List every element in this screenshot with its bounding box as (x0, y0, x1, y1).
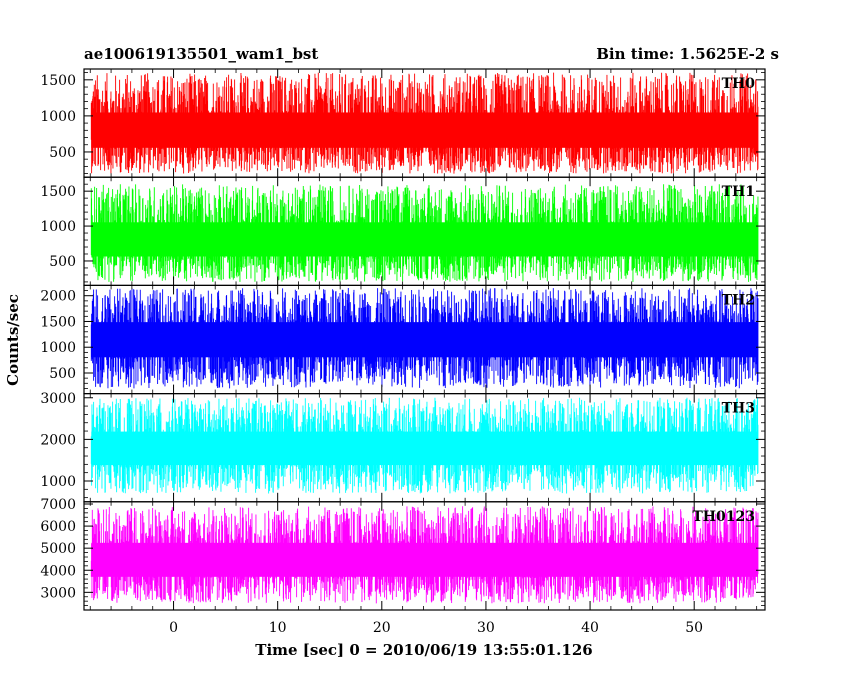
series-label-th0: TH0 (722, 76, 756, 92)
y-tick-label: 1000 (40, 109, 76, 125)
header-right-title: Bin time: 1.5625E-2 s (596, 45, 779, 63)
header-left-title: ae100619135501_wam1_bst (84, 45, 318, 63)
series-label-th2: TH2 (722, 292, 755, 308)
y-tick-label: 1500 (40, 184, 76, 200)
y-axis-label: Counts/sec (4, 294, 22, 386)
y-tick-label: 1000 (40, 340, 76, 356)
y-tick-label: 2000 (40, 289, 76, 305)
y-tick-label: 4000 (40, 563, 76, 579)
x-tick-label: 20 (373, 620, 391, 636)
series-line-th1 (90, 184, 759, 282)
panel-th3: 1000 2000 3000 TH3 (40, 391, 766, 503)
panel-th2: 500 1000 1500 2000 TH2 (40, 284, 766, 395)
panel-th0123: 3000 4000 5000 6000 7000 TH0123 (40, 497, 766, 611)
series-label-th0123: TH0123 (692, 509, 755, 525)
y-tick-label: 1500 (40, 314, 76, 330)
y-tick-label: 500 (49, 366, 76, 382)
x-tick-label: 0 (169, 620, 178, 636)
y-tick-label: 500 (49, 145, 76, 161)
x-tick-label: 40 (581, 620, 599, 636)
series-label-th3: TH3 (722, 401, 755, 417)
series-line-th3 (90, 397, 759, 494)
panel-th0: 500 1000 1500 TH0 (40, 68, 766, 178)
y-tick-label: 2000 (40, 432, 76, 448)
y-tick-label: 500 (49, 254, 76, 270)
series-line-th0 (90, 72, 759, 174)
y-tick-label: 6000 (40, 519, 76, 535)
series-label-th1: TH1 (722, 184, 755, 200)
y-tick-label: 3000 (40, 391, 76, 407)
x-tick-label: 50 (685, 620, 703, 636)
x-tick-label: 10 (269, 620, 287, 636)
x-axis-label: Time [sec] 0 = 2010/06/19 13:55:01.126 (255, 641, 592, 659)
y-tick-label: 1000 (40, 219, 76, 235)
panel-th1: 500 1000 1500 TH1 (40, 176, 766, 286)
series-line-th0123 (90, 506, 759, 604)
panel-frame-th0123 (83, 501, 766, 611)
y-tick-label: 1000 (40, 474, 76, 490)
y-tick-label: 3000 (40, 585, 76, 601)
y-tick-label: 7000 (40, 497, 76, 513)
x-tick-label: 30 (477, 620, 495, 636)
y-tick-label: 1500 (40, 73, 76, 89)
series-line-th2 (90, 288, 759, 389)
y-tick-label: 5000 (40, 541, 76, 557)
